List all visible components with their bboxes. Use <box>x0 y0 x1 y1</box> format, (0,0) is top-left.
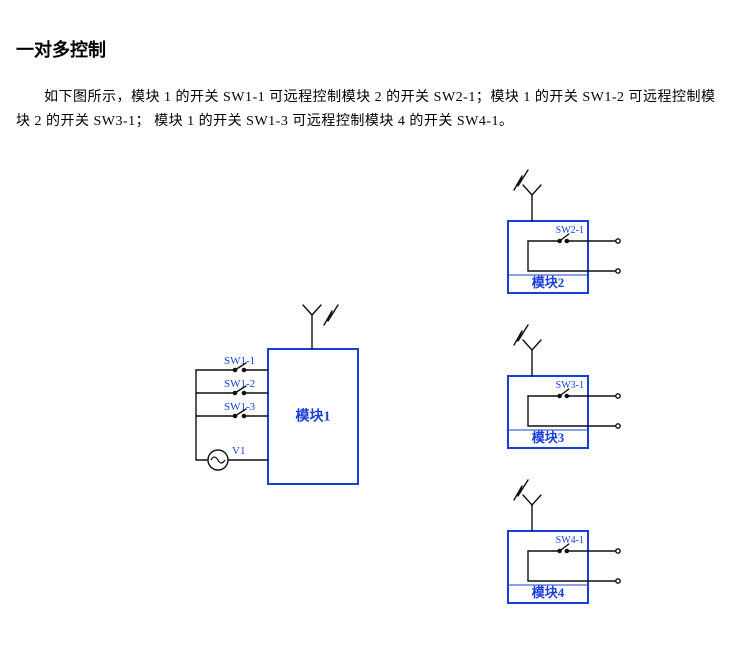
svg-text:模块4: 模块4 <box>532 585 565 600</box>
svg-text:模块3: 模块3 <box>532 430 565 445</box>
svg-text:SW1-1: SW1-1 <box>224 355 255 367</box>
svg-text:模块2: 模块2 <box>532 275 565 290</box>
svg-text:SW1-3: SW1-3 <box>224 401 256 413</box>
svg-text:SW3-1: SW3-1 <box>556 380 584 391</box>
svg-text:SW1-2: SW1-2 <box>224 378 255 390</box>
svg-text:V1: V1 <box>232 445 245 457</box>
svg-text:SW2-1: SW2-1 <box>556 225 584 236</box>
schematic-diagram: 模块1 SW1-1 SW1-2 SW1-3 V1 模块2 SW2-1 模块3 SW3-1 模块4 S… <box>0 0 750 664</box>
svg-text:SW4-1: SW4-1 <box>556 535 584 546</box>
svg-text:模块1: 模块1 <box>296 408 331 425</box>
